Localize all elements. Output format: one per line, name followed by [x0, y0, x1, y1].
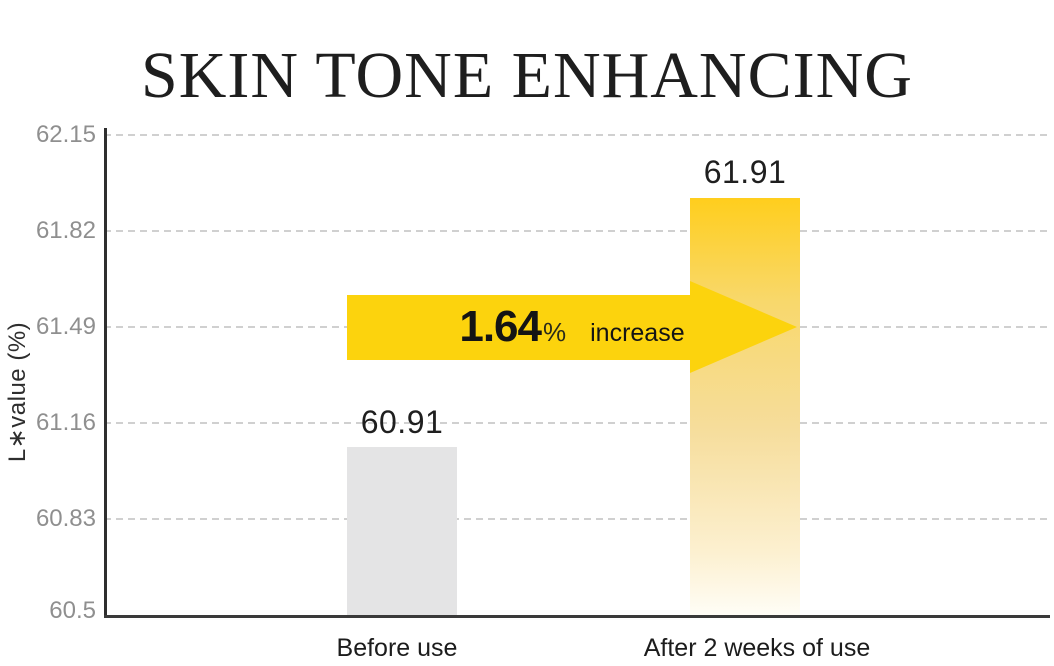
- before-bar-value: 60.91: [360, 404, 444, 440]
- x-label-before-use: Before use: [336, 634, 458, 662]
- before-use-bar: [347, 447, 457, 615]
- increase-percent-value: 1.64: [459, 302, 542, 351]
- after-bar-value: 61.91: [703, 154, 787, 190]
- y-tick-label: 62.15: [35, 121, 96, 148]
- after-use-bar: [690, 198, 800, 615]
- y-tick-label: 60.83: [35, 505, 96, 532]
- chart-title: SKIN TONE ENHANCING: [141, 39, 913, 113]
- gridline-61-16: [104, 422, 1050, 424]
- percent-sign: %: [543, 317, 567, 347]
- x-label-after-use: After 2 weeks of use: [643, 634, 871, 662]
- increase-annotation: 1.64 % increase: [347, 295, 797, 360]
- y-tick-label: 61.49: [35, 313, 96, 340]
- y-tick-label: 61.82: [35, 217, 96, 244]
- gridline-61-82: [104, 230, 1050, 232]
- gridline-60-83: [104, 518, 1050, 520]
- x-axis-line: [104, 615, 1050, 618]
- increase-label: increase: [590, 319, 685, 347]
- gridline-62-15: [104, 134, 1050, 136]
- y-axis-line: [104, 128, 107, 618]
- y-tick-label: 61.16: [35, 409, 96, 436]
- y-tick-label: 60.5: [49, 597, 96, 624]
